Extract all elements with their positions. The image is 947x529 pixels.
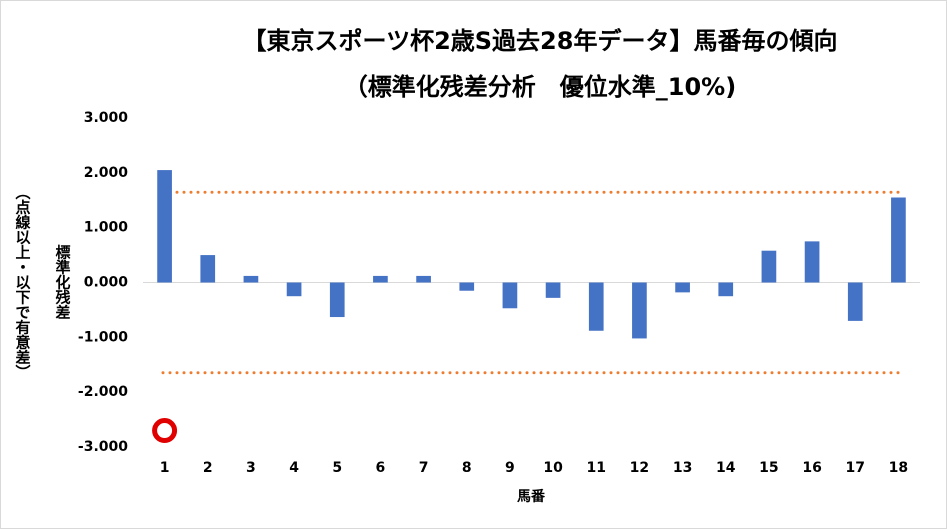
bar [286, 282, 302, 297]
x-tick-label: 9 [505, 460, 515, 476]
bar [502, 282, 518, 309]
x-tick-label: 12 [630, 460, 649, 476]
y-tick-label: -3.000 [78, 439, 128, 455]
bar [675, 282, 690, 293]
bar [847, 282, 863, 321]
marker [152, 418, 178, 444]
bar [200, 255, 216, 283]
y-tick-label: -2.000 [78, 384, 128, 400]
bar [545, 282, 561, 298]
chart-subtitle: （標準化残差分析 優位水準_10%) [344, 73, 736, 101]
y-axis-note: （点線以上・以下で有意差） [14, 185, 32, 380]
bar [804, 241, 820, 283]
chart-title: 【東京スポーツ杯2歳S過去28年データ】馬番毎の傾向 [243, 27, 838, 55]
x-tick-label: 2 [203, 460, 213, 476]
x-tick-label: 15 [759, 460, 778, 476]
y-tick-label: -1.000 [78, 329, 128, 345]
bar [718, 282, 734, 297]
x-tick-label: 16 [802, 460, 821, 476]
x-tick-label: 7 [419, 460, 429, 476]
x-tick-label: 17 [846, 460, 865, 476]
x-tick-label: 1 [160, 460, 170, 476]
bar [588, 282, 604, 331]
bar [416, 275, 431, 283]
bar [891, 197, 906, 283]
bar [761, 250, 777, 283]
bar [632, 282, 647, 339]
bar [243, 275, 259, 283]
y-tick-label: 2.000 [84, 165, 129, 181]
y-tick-label: 0.000 [84, 275, 129, 291]
bar [373, 275, 388, 283]
x-tick-label: 14 [716, 460, 736, 476]
bar [157, 170, 172, 283]
x-tick-label: 4 [289, 460, 299, 476]
x-tick-label: 13 [673, 460, 692, 476]
x-tick-label: 8 [462, 460, 472, 476]
y-tick-label: 3.000 [84, 110, 129, 126]
x-tick-label: 18 [889, 460, 908, 476]
x-tick-label: 6 [376, 460, 386, 476]
bar [459, 282, 475, 291]
x-tick-label: 3 [246, 460, 256, 476]
x-axis-label: 馬番 [517, 488, 546, 505]
x-tick-label: 10 [543, 460, 563, 476]
bar [329, 282, 345, 318]
x-tick-label: 5 [332, 460, 342, 476]
y-axis-label: 標準化残差 [54, 244, 72, 320]
x-tick-label: 11 [587, 460, 606, 476]
y-tick-label: 1.000 [84, 220, 129, 236]
